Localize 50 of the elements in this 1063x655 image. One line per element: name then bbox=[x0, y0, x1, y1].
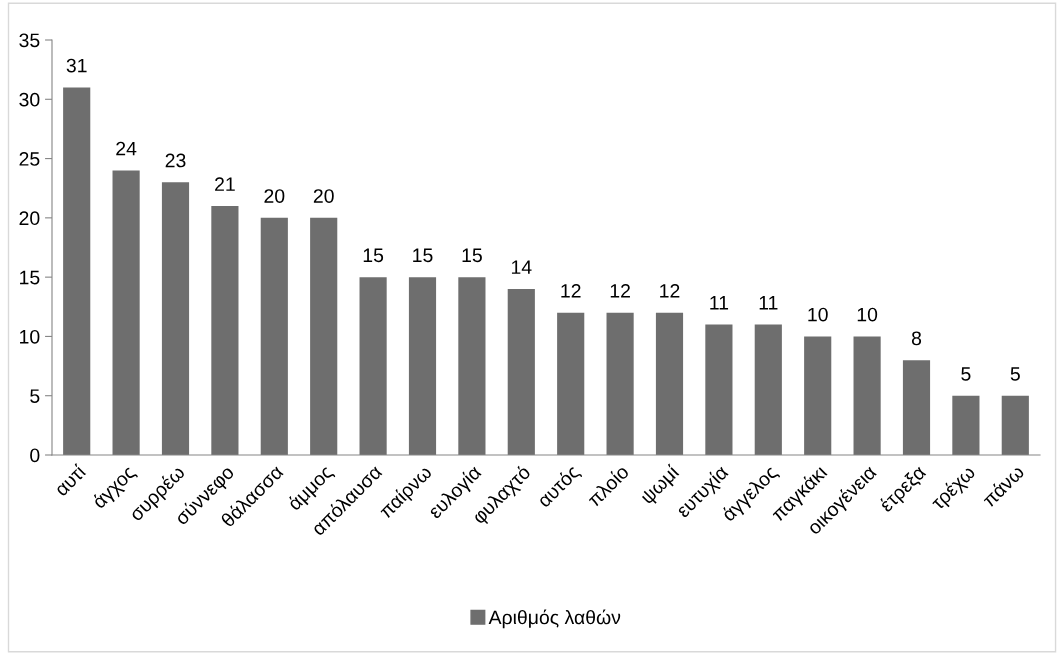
data-label: 11 bbox=[710, 296, 729, 310]
bar bbox=[507, 289, 535, 455]
bar bbox=[458, 277, 486, 455]
data-label: 14 bbox=[511, 260, 532, 274]
data-label: 8 bbox=[911, 331, 922, 346]
bar bbox=[655, 312, 684, 455]
data-label: 5 bbox=[1010, 367, 1020, 381]
bar bbox=[705, 324, 733, 455]
data-label: 10 bbox=[808, 307, 828, 322]
data-label: 21 bbox=[215, 177, 235, 191]
bar bbox=[310, 217, 338, 455]
bar bbox=[1001, 395, 1029, 455]
bar bbox=[804, 336, 832, 455]
y-tick-label: 0 bbox=[30, 448, 40, 463]
data-label: 23 bbox=[165, 153, 186, 168]
data-label: 5 bbox=[961, 367, 971, 381]
data-label: 12 bbox=[610, 283, 630, 298]
y-tick-label: 10 bbox=[20, 329, 40, 344]
bar bbox=[112, 170, 140, 455]
bar bbox=[63, 87, 91, 455]
bar bbox=[359, 277, 387, 455]
data-label: 11 bbox=[759, 296, 778, 310]
legend-label: Αριθμός λαθών bbox=[488, 609, 621, 629]
y-tick-label: 25 bbox=[19, 152, 40, 166]
data-label: 12 bbox=[660, 283, 680, 298]
data-label: 12 bbox=[561, 283, 581, 298]
bar bbox=[952, 395, 980, 455]
data-label: 31 bbox=[66, 58, 87, 73]
data-label: 15 bbox=[462, 248, 482, 263]
bar bbox=[606, 312, 634, 455]
data-label: 20 bbox=[264, 189, 285, 203]
y-tick-label: 30 bbox=[19, 92, 40, 107]
data-label: 15 bbox=[413, 248, 433, 263]
y-tick-label: 5 bbox=[30, 389, 40, 403]
bar bbox=[211, 206, 239, 455]
bar bbox=[754, 324, 782, 455]
bar bbox=[557, 312, 585, 455]
y-tick-label: 35 bbox=[19, 33, 40, 48]
bar bbox=[260, 217, 288, 455]
bar bbox=[161, 182, 190, 455]
data-label: 10 bbox=[857, 307, 878, 322]
bar bbox=[853, 336, 881, 455]
data-label: 15 bbox=[363, 248, 384, 263]
data-label: 24 bbox=[116, 141, 137, 156]
y-tick-label: 15 bbox=[20, 270, 40, 285]
bar bbox=[408, 277, 437, 455]
bar bbox=[902, 360, 931, 455]
y-tick-label: 20 bbox=[19, 211, 40, 226]
x-tick-label: αυτί bbox=[52, 463, 87, 497]
data-label: 20 bbox=[313, 189, 334, 203]
